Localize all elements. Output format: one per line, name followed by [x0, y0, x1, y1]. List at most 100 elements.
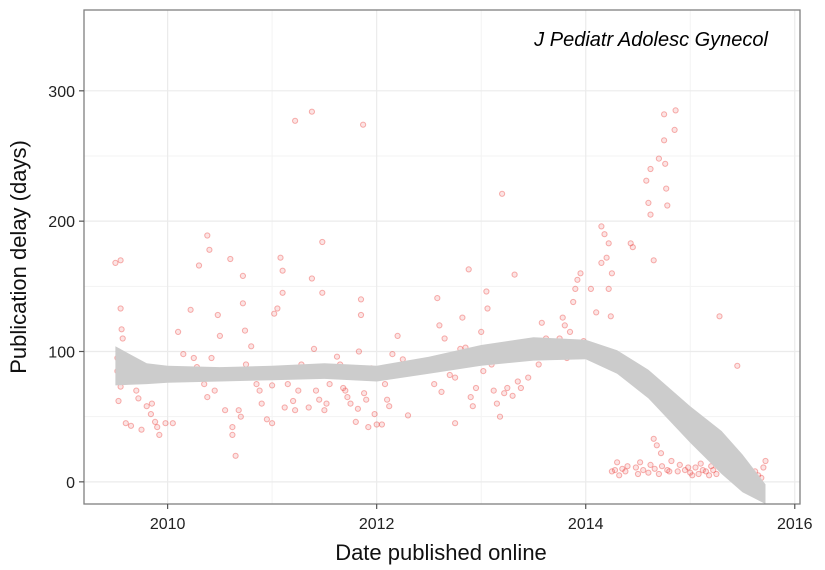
data-point [706, 472, 713, 479]
data-point [312, 387, 320, 394]
data-point [321, 407, 328, 414]
data-point [501, 390, 508, 397]
data-point [227, 255, 234, 263]
data-point [657, 450, 665, 457]
data-point [514, 378, 521, 385]
data-point [122, 420, 129, 427]
smooth-confidence-band [115, 337, 766, 504]
data-point [277, 254, 284, 261]
data-point [394, 332, 401, 339]
data-point [676, 461, 683, 468]
data-point [632, 464, 640, 471]
data-point [629, 244, 636, 251]
data-point [601, 231, 608, 238]
data-point [716, 313, 723, 320]
data-point [496, 413, 504, 420]
x-tick-label: 2012 [359, 516, 395, 533]
data-point [431, 381, 438, 388]
data-point [381, 381, 389, 388]
data-point [156, 431, 163, 438]
data-point [281, 404, 288, 411]
data-point [605, 240, 612, 247]
data-point [465, 266, 472, 273]
data-point [239, 272, 246, 279]
data-point [235, 407, 242, 414]
data-point [269, 382, 276, 389]
data-point [559, 314, 566, 321]
data-point [504, 384, 511, 392]
data-point [490, 387, 497, 394]
data-point [699, 467, 706, 474]
data-point [511, 271, 518, 278]
data-point [713, 470, 720, 478]
data-point [452, 374, 459, 381]
data-point [360, 121, 367, 128]
data-point [229, 431, 236, 438]
data-point [148, 400, 155, 407]
data-point [201, 381, 208, 388]
data-point [371, 411, 378, 418]
data-point [112, 259, 119, 266]
data-point [627, 240, 634, 247]
data-point [204, 232, 211, 239]
data-point [323, 400, 330, 407]
data-point [446, 371, 453, 379]
data-point [499, 190, 506, 197]
data-point [204, 394, 211, 401]
data-point [241, 327, 249, 334]
data-point [340, 384, 347, 392]
data-point [232, 452, 239, 459]
grid-major [84, 10, 800, 504]
data-point [279, 267, 286, 274]
data-point [319, 289, 326, 296]
data-point [118, 326, 125, 333]
data-point [662, 160, 669, 167]
data-point [248, 343, 255, 350]
data-point [154, 424, 161, 431]
data-point [566, 328, 574, 335]
x-axis: 2010 2012 2014 2016 [150, 504, 813, 533]
data-point [517, 384, 525, 392]
data-point [577, 270, 584, 277]
data-point [119, 335, 126, 342]
data-point [206, 246, 213, 253]
panel-title: J Pediatr Adolesc Gynecol [533, 29, 768, 51]
data-point [710, 467, 717, 474]
data-point [651, 465, 658, 472]
data-point [472, 384, 480, 392]
data-point [117, 257, 124, 264]
data-point [274, 305, 281, 312]
data-point [117, 305, 124, 312]
data-point [634, 470, 642, 478]
data-point [441, 335, 448, 342]
data-point [640, 467, 647, 474]
data-point [115, 397, 122, 405]
data-point [762, 457, 769, 465]
data-point [598, 259, 605, 266]
plot-border [83, 9, 801, 505]
data-point [384, 396, 391, 403]
data-point [355, 348, 362, 355]
data-point [611, 467, 619, 474]
data-point [616, 472, 623, 479]
data-point [292, 407, 299, 414]
data-point [647, 461, 654, 468]
data-point [147, 411, 154, 418]
data-point [347, 400, 354, 407]
data-point [361, 390, 368, 397]
data-point [326, 381, 333, 388]
data-point [469, 403, 476, 410]
y-axis-title: Publication delay (days) [6, 140, 31, 374]
data-point [180, 351, 187, 358]
data-point [305, 404, 312, 411]
y-tick-label: 300 [48, 84, 75, 101]
data-point [237, 413, 244, 420]
data-point [666, 468, 673, 475]
data-point [561, 322, 568, 329]
data-point [587, 285, 595, 292]
data-point [271, 310, 278, 317]
data-point [133, 387, 140, 394]
data-point [263, 416, 270, 423]
data-point [702, 468, 710, 475]
data-point [256, 387, 263, 394]
